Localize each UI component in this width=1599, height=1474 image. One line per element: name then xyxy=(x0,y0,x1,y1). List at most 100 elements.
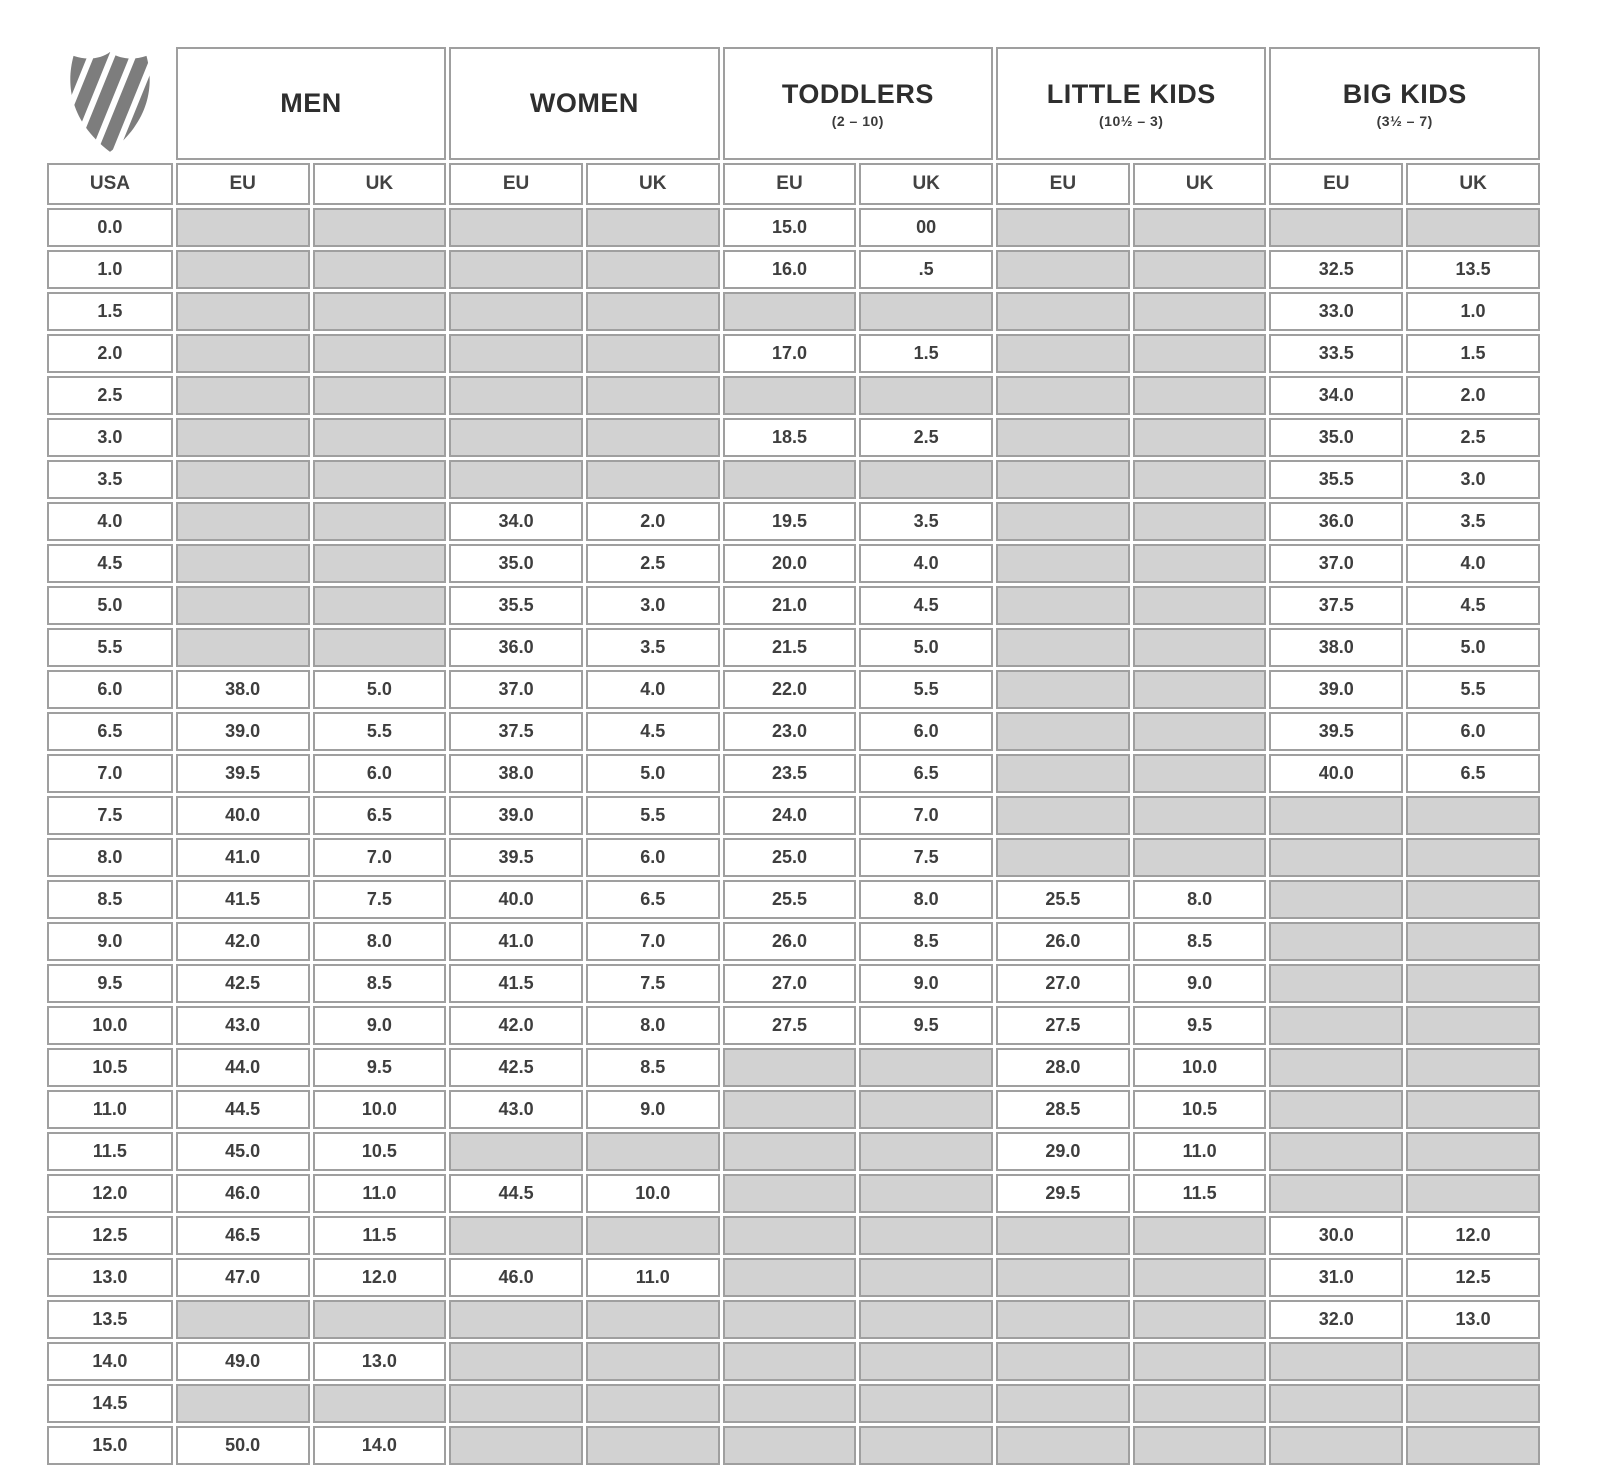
usa-size-cell: 9.5 xyxy=(47,964,173,1003)
uk-size-cell: 9.5 xyxy=(312,1048,447,1087)
eu-size-cell xyxy=(722,460,857,499)
usa-size-cell: 14.0 xyxy=(47,1342,173,1381)
eu-size-cell xyxy=(722,1258,857,1297)
uk-size-cell: 1.0 xyxy=(1406,292,1540,331)
uk-size-cell xyxy=(1132,1216,1267,1255)
eu-size-cell xyxy=(996,754,1130,793)
eu-size-cell: 22.0 xyxy=(722,670,857,709)
eu-size-cell xyxy=(175,376,310,415)
eu-size-cell xyxy=(722,1300,857,1339)
group-header-men: MEN xyxy=(175,47,447,160)
uk-size-cell: 9.0 xyxy=(312,1006,447,1045)
uk-size-cell: 00 xyxy=(859,208,994,247)
uk-size-cell: 5.5 xyxy=(859,670,994,709)
table-row: 15.0 50.0 14.0 xyxy=(47,1426,1540,1465)
table-row: 12.0 46.0 11.0 44.5 10.0 29.5 11.5 xyxy=(47,1174,1540,1213)
eu-size-cell xyxy=(996,418,1130,457)
uk-size-cell xyxy=(312,1300,447,1339)
uk-size-cell xyxy=(859,1174,994,1213)
uk-size-cell xyxy=(1406,208,1540,247)
uk-size-cell xyxy=(312,208,447,247)
eu-size-cell xyxy=(996,250,1130,289)
eu-size-cell: 45.0 xyxy=(175,1132,310,1171)
uk-size-cell: 10.0 xyxy=(1132,1048,1267,1087)
eu-size-cell xyxy=(722,292,857,331)
uk-size-cell xyxy=(859,1384,994,1423)
uk-size-cell: 13.0 xyxy=(312,1342,447,1381)
usa-size-cell: 10.0 xyxy=(47,1006,173,1045)
uk-size-cell: 6.0 xyxy=(1406,712,1540,751)
table-row: 1.0 16.0.5 32.5 13.5 xyxy=(47,250,1540,289)
table-row: 7.0 39.5 6.0 38.0 5.0 23.5 6.5 40.0 6.5 xyxy=(47,754,1540,793)
eu-size-cell xyxy=(175,586,310,625)
eu-size-cell xyxy=(996,628,1130,667)
uk-size-cell: 7.5 xyxy=(585,964,720,1003)
eu-size-cell xyxy=(722,1132,857,1171)
eu-size-cell xyxy=(449,208,583,247)
uk-size-cell: 12.5 xyxy=(1406,1258,1540,1297)
eu-size-cell xyxy=(449,292,583,331)
uk-size-cell: 2.5 xyxy=(859,418,994,457)
eu-size-cell xyxy=(1269,1132,1404,1171)
uk-size-cell: 4.0 xyxy=(585,670,720,709)
k-swiss-shield-logo xyxy=(70,52,150,152)
uk-size-cell xyxy=(859,1426,994,1465)
eu-size-cell: 41.5 xyxy=(175,880,310,919)
eu-size-cell: 46.5 xyxy=(175,1216,310,1255)
eu-size-cell: 39.0 xyxy=(449,796,583,835)
table-row: 8.5 41.5 7.5 40.0 6.5 25.5 8.0 25.5 8.0 xyxy=(47,880,1540,919)
uk-size-cell xyxy=(312,502,447,541)
eu-size-cell: 41.0 xyxy=(175,838,310,877)
uk-size-cell xyxy=(859,460,994,499)
eu-size-cell: 18.5 xyxy=(722,418,857,457)
eu-size-cell: 41.5 xyxy=(449,964,583,1003)
uk-size-cell: 11.5 xyxy=(312,1216,447,1255)
uk-size-cell: 4.0 xyxy=(1406,544,1540,583)
uk-size-cell xyxy=(1406,1342,1540,1381)
uk-size-cell xyxy=(1406,1132,1540,1171)
eu-size-cell: 40.0 xyxy=(175,796,310,835)
eu-size-cell xyxy=(449,334,583,373)
uk-size-cell: 2.5 xyxy=(1406,418,1540,457)
col-header-women-uk: UK xyxy=(585,163,720,205)
uk-size-cell xyxy=(312,376,447,415)
uk-size-cell xyxy=(1406,1006,1540,1045)
eu-size-cell xyxy=(996,502,1130,541)
eu-size-cell: 27.5 xyxy=(996,1006,1130,1045)
uk-size-cell xyxy=(1132,712,1267,751)
eu-size-cell xyxy=(449,1384,583,1423)
uk-size-cell xyxy=(1132,250,1267,289)
uk-size-cell: 7.5 xyxy=(312,880,447,919)
eu-size-cell xyxy=(175,208,310,247)
eu-size-cell: 34.0 xyxy=(1269,376,1404,415)
usa-size-cell: 5.0 xyxy=(47,586,173,625)
uk-size-cell: 3.5 xyxy=(859,502,994,541)
eu-size-cell xyxy=(175,544,310,583)
uk-size-cell: 5.0 xyxy=(585,754,720,793)
uk-size-cell: 8.0 xyxy=(859,880,994,919)
uk-size-cell xyxy=(1406,964,1540,1003)
eu-size-cell xyxy=(175,1300,310,1339)
table-row: 14.5 xyxy=(47,1384,1540,1423)
uk-size-cell: 3.5 xyxy=(585,628,720,667)
uk-size-cell: 1.5 xyxy=(1406,334,1540,373)
eu-size-cell: 38.0 xyxy=(175,670,310,709)
uk-size-cell xyxy=(585,1132,720,1171)
usa-size-cell: 11.5 xyxy=(47,1132,173,1171)
eu-size-cell xyxy=(1269,1342,1404,1381)
eu-size-cell: 25.5 xyxy=(722,880,857,919)
eu-size-cell xyxy=(449,1132,583,1171)
uk-size-cell xyxy=(585,376,720,415)
eu-size-cell: 39.5 xyxy=(1269,712,1404,751)
eu-size-cell: 26.0 xyxy=(996,922,1130,961)
uk-size-cell xyxy=(312,586,447,625)
uk-size-cell xyxy=(1406,1048,1540,1087)
uk-size-cell xyxy=(312,250,447,289)
uk-size-cell xyxy=(859,1048,994,1087)
uk-size-cell xyxy=(1406,1174,1540,1213)
eu-size-cell: 43.0 xyxy=(175,1006,310,1045)
table-row: 2.0 17.0 1.5 33.5 1.5 xyxy=(47,334,1540,373)
group-header-row: MEN WOMEN TODDLERS (2 – 10) LITTLE KIDS … xyxy=(47,47,1540,160)
usa-size-cell: 5.5 xyxy=(47,628,173,667)
eu-size-cell xyxy=(1269,1006,1404,1045)
